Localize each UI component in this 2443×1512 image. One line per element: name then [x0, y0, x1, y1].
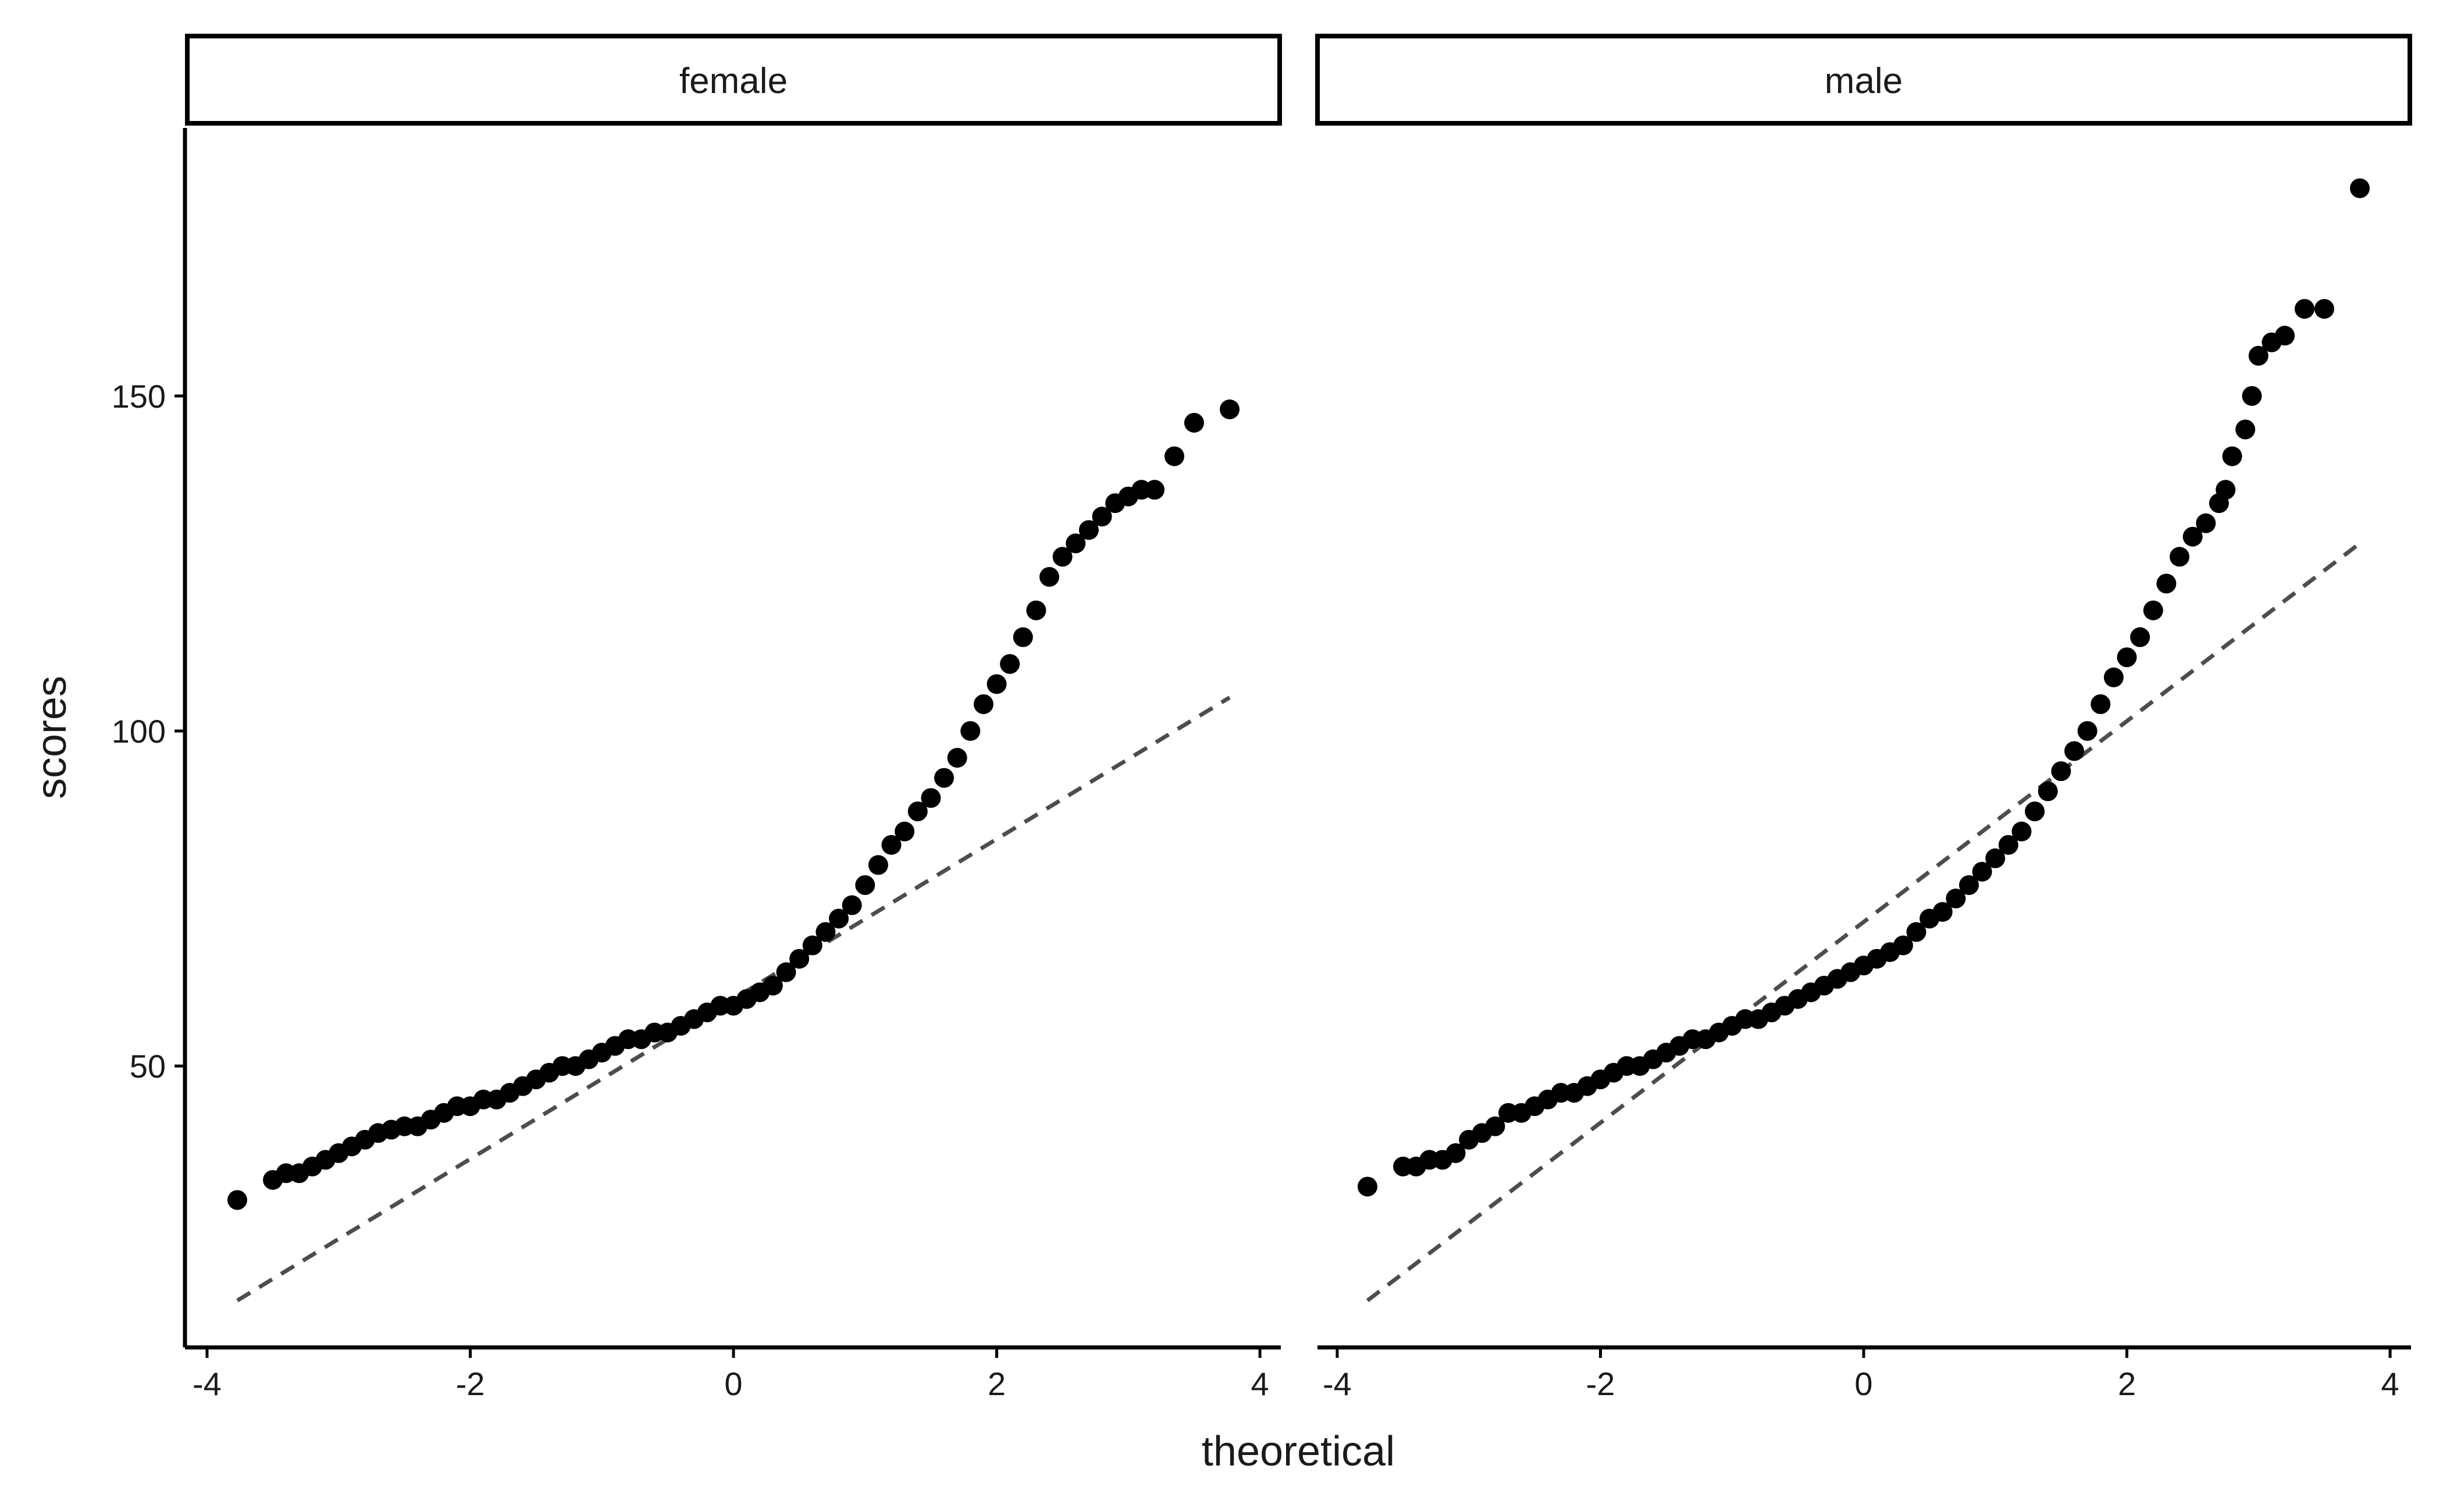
data-point: [1013, 627, 1033, 647]
x-axis-male: -4 -2 0 2 4: [1323, 1347, 2399, 1402]
x-tick-label: 4: [1251, 1365, 1269, 1402]
data-point: [763, 975, 783, 996]
data-point: [960, 721, 981, 741]
data-point: [2275, 326, 2295, 346]
strip-label-female: female: [679, 61, 788, 101]
data-point: [1066, 533, 1086, 554]
reference-line: [1366, 541, 2362, 1303]
x-tick-label: -4: [1323, 1365, 1352, 1402]
strip-male: [1315, 34, 2412, 126]
data-point: [2314, 299, 2334, 319]
data-point: [1357, 1176, 1377, 1197]
data-point: [2130, 627, 2150, 647]
data-point: [881, 835, 902, 855]
data-point: [1220, 399, 1240, 419]
data-point: [2294, 299, 2314, 319]
data-point: [2077, 721, 2097, 741]
data-point: [1026, 600, 1046, 621]
data-point: [815, 922, 836, 942]
x-tick-label: 2: [2118, 1365, 2136, 1402]
reference-line: [236, 696, 1231, 1303]
data-point: [987, 674, 1007, 694]
data-point: [2103, 667, 2124, 687]
data-point: [907, 801, 928, 822]
data-point: [1092, 507, 1112, 527]
x-tick-label: 0: [724, 1365, 742, 1402]
data-point: [1052, 547, 1073, 567]
strip-label-male: male: [1825, 61, 1903, 101]
y-axis-title: scores: [29, 676, 75, 799]
data-point: [2242, 386, 2262, 406]
data-point: [1959, 875, 1979, 895]
data-point: [1972, 861, 1992, 882]
data-point: [895, 821, 915, 841]
y-tick-label: 50: [130, 1048, 166, 1085]
data-point: [1078, 520, 1099, 540]
x-tick-label: 2: [988, 1365, 1006, 1402]
data-point: [2117, 647, 2137, 668]
data-point: [2350, 178, 2370, 198]
plot-area-male: [1357, 178, 2370, 1303]
x-axis-title: theoretical: [1202, 1428, 1395, 1475]
data-point: [1946, 889, 1966, 909]
y-tick-label: 100: [112, 713, 166, 750]
data-point: [1985, 848, 2006, 868]
x-tick-label: -4: [193, 1365, 222, 1402]
data-point: [2064, 741, 2085, 761]
data-point: [1932, 902, 1953, 922]
data-point: [1184, 412, 1204, 433]
x-tick-label: -2: [456, 1365, 485, 1402]
data-point: [2170, 547, 2190, 567]
y-axis: 50 100 150: [112, 378, 185, 1085]
data-point: [1998, 835, 2018, 855]
panel-male: male: [1315, 34, 2412, 1350]
data-point: [776, 962, 796, 982]
data-point: [2235, 419, 2256, 440]
data-point: [2156, 573, 2177, 594]
data-point: [1039, 566, 1060, 587]
data-point: [2038, 781, 2058, 801]
y-tick-label: 150: [112, 378, 166, 415]
data-point: [2222, 446, 2242, 466]
data-point: [829, 908, 849, 929]
data-point: [842, 895, 862, 915]
data-point: [2182, 526, 2203, 547]
data-point: [1000, 654, 1020, 674]
data-point: [1485, 1116, 1505, 1136]
data-point: [2196, 513, 2216, 533]
data-point: [2025, 801, 2045, 822]
data-point: [1893, 935, 1913, 955]
data-point: [1445, 1143, 1466, 1163]
data-point: [802, 935, 822, 955]
data-point: [934, 768, 955, 788]
data-point: [868, 855, 888, 875]
data-point: [2091, 694, 2111, 714]
data-point: [921, 788, 941, 808]
x-tick-label: 4: [2381, 1365, 2399, 1402]
data-point: [2248, 345, 2268, 366]
data-point: [855, 875, 875, 895]
x-axis-female: -4 -2 0 2 4: [193, 1347, 1269, 1402]
data-point: [973, 694, 993, 714]
data-point: [947, 748, 967, 768]
plot-area-female: [227, 399, 1240, 1303]
x-tick-label: 0: [1854, 1365, 1872, 1402]
strip-female: [185, 34, 1282, 126]
x-tick-label: -2: [1586, 1365, 1615, 1402]
data-point: [789, 948, 810, 969]
data-point: [1145, 480, 1165, 500]
data-point: [1164, 446, 1184, 466]
data-point: [1906, 922, 1926, 942]
data-point: [2143, 600, 2163, 621]
data-point: [2216, 480, 2236, 500]
panel-female: female: [183, 34, 1282, 1350]
data-point: [227, 1190, 247, 1210]
data-point: [2051, 761, 2071, 782]
data-point: [2011, 821, 2032, 841]
